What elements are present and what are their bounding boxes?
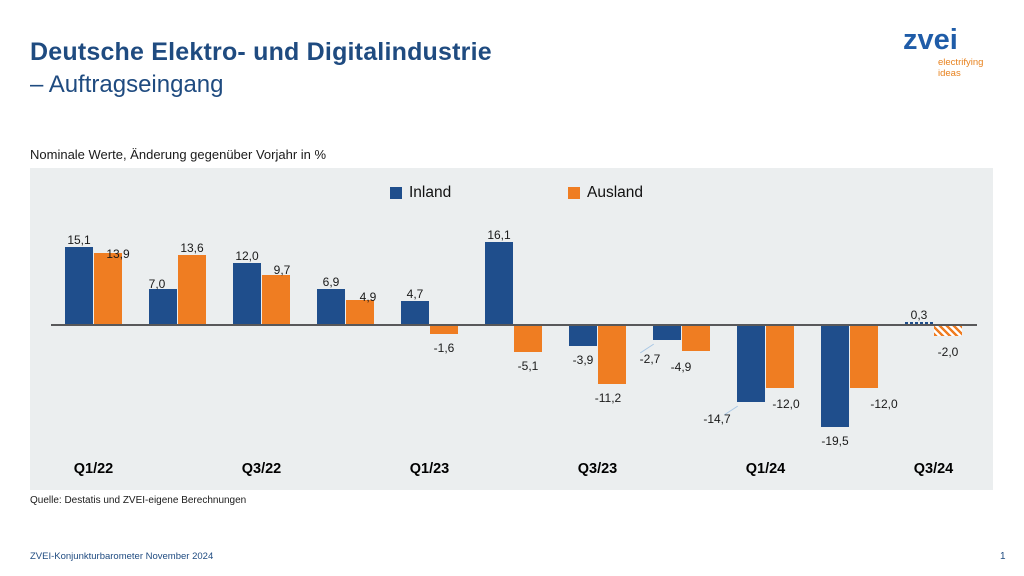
value-label-ausland-q3-22: 9,7 xyxy=(273,262,291,277)
bar-ausland-q1-24 xyxy=(766,326,794,389)
value-label-ausland-q4-22: 4,9 xyxy=(359,289,377,304)
zero-axis-line xyxy=(51,324,977,326)
bar-ausland-q1-23 xyxy=(430,326,458,335)
value-label-inland-q4-22: 6,9 xyxy=(322,275,340,290)
bar-ausland-q2-24 xyxy=(850,326,878,389)
x-axis-label-q1-22: Q1/22 xyxy=(73,461,114,477)
value-label-inland-q1-23: 4,7 xyxy=(406,286,424,301)
bar-ausland-q1-22 xyxy=(94,253,122,325)
logo-tagline: electrifying ideas xyxy=(938,57,984,79)
bar-ausland-q2-23 xyxy=(514,326,542,353)
value-label-ausland-q2-23: -5,1 xyxy=(517,359,539,374)
inland-swatch-icon xyxy=(390,187,402,199)
value-label-inland-q3-22: 12,0 xyxy=(235,248,259,263)
value-label-inland-q2-23: 16,1 xyxy=(487,227,511,242)
bar-ausland-q3-22 xyxy=(262,274,290,325)
bar-inland-q1-22 xyxy=(65,246,93,325)
bar-ausland-q3-24 xyxy=(934,326,962,337)
value-label-ausland-q1-24: -12,0 xyxy=(772,397,800,412)
legend-item-ausland: Ausland xyxy=(568,184,643,202)
legend-item-inland: Inland xyxy=(390,184,451,202)
bar-inland-q2-23 xyxy=(485,241,513,325)
page-number: 1 xyxy=(1000,551,1006,562)
value-label-ausland-q2-24: -12,0 xyxy=(870,397,898,412)
value-label-ausland-q2-22: 13,6 xyxy=(180,240,204,255)
value-label-inland-q4-23: -2,7 xyxy=(639,351,661,366)
x-axis-label-q3-22: Q3/22 xyxy=(241,461,282,477)
bar-inland-q3-24 xyxy=(905,322,933,325)
bar-inland-q1-24 xyxy=(737,326,765,402)
page-title-line2: – Auftragseingang xyxy=(30,71,224,98)
bar-chart: Inland Ausland 15,1 7,0 12,0 6,9 4,7 16,1 -3,9… xyxy=(30,168,993,490)
ausland-swatch-icon xyxy=(568,187,580,199)
value-label-inland-q1-22: 15,1 xyxy=(67,232,91,247)
bar-inland-q2-22 xyxy=(149,288,177,325)
bar-inland-q1-23 xyxy=(401,300,429,325)
bar-inland-q4-22 xyxy=(317,289,345,325)
value-label-ausland-q3-23: -11,2 xyxy=(594,390,622,405)
value-label-ausland-q4-23: -4,9 xyxy=(670,360,692,375)
value-label-ausland-q3-24: -2,0 xyxy=(937,345,959,360)
source-note: Quelle: Destatis und ZVEI-eigene Berechn… xyxy=(30,495,247,506)
zvei-logo: zvei electrifying ideas xyxy=(903,24,984,80)
value-label-ausland-q1-22: 13,9 xyxy=(106,247,130,262)
chart-subtitle: Nominale Werte, Änderung gegenüber Vorja… xyxy=(30,147,327,162)
value-label-inland-q3-24: 0,3 xyxy=(910,308,928,322)
bar-ausland-q2-22 xyxy=(178,254,206,325)
bar-ausland-q4-23 xyxy=(682,326,710,352)
bar-inland-q4-23 xyxy=(653,326,681,340)
bar-inland-q3-22 xyxy=(233,262,261,325)
page-title: Deutsche Elektro- und Digitalindustrie xyxy=(30,38,492,66)
bar-inland-q3-23 xyxy=(569,326,597,347)
value-label-inland-q1-24: -14,7 xyxy=(703,411,731,426)
legend-label-ausland: Ausland xyxy=(587,184,644,201)
header: Deutsche Elektro- und Digitalindustrie –… xyxy=(30,36,492,101)
value-label-inland-q2-22: 7,0 xyxy=(148,276,166,291)
x-axis-label-q1-23: Q1/23 xyxy=(409,461,450,477)
value-label-inland-q2-24: -19,5 xyxy=(821,433,849,448)
x-axis-label-q3-23: Q3/23 xyxy=(577,461,618,477)
legend-label-inland: Inland xyxy=(409,184,452,201)
bar-ausland-q3-23 xyxy=(598,326,626,384)
value-label-inland-q3-23: -3,9 xyxy=(572,353,594,368)
footer-text: ZVEI-Konjunkturbarometer November 2024 xyxy=(30,551,214,562)
x-axis-label-q1-24: Q1/24 xyxy=(745,461,786,477)
logo-wordmark: zvei xyxy=(903,24,958,56)
x-axis-label-q3-24: Q3/24 xyxy=(913,461,954,477)
bar-ausland-q4-22 xyxy=(346,299,374,325)
bar-inland-q2-24 xyxy=(821,326,849,427)
value-label-ausland-q1-23: -1,6 xyxy=(433,341,455,356)
